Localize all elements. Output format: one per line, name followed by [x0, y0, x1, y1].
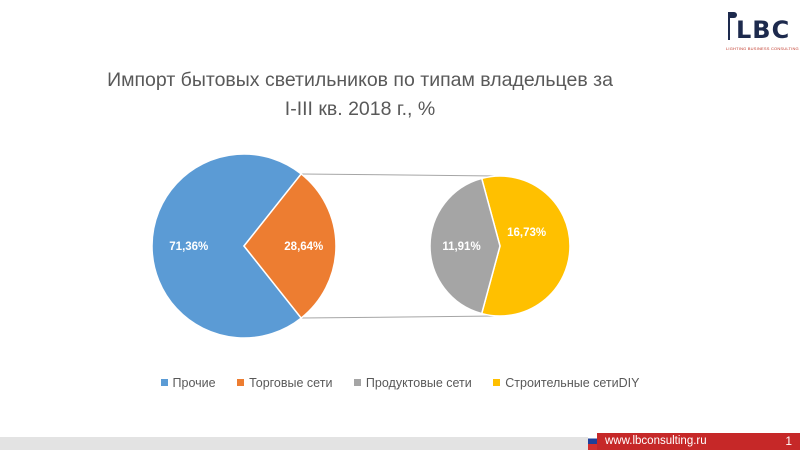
connector-line-top: [301, 173, 497, 177]
logo-tagline: LIGHTING BUSINESS CONSULTING: [726, 46, 799, 51]
legend-item-prochie: Прочие: [160, 376, 216, 390]
pie-slice-produktovye-seti: [429, 177, 501, 315]
chart-title-line-2: I-III кв. 2018 г., %: [284, 98, 436, 120]
chart-legend: Прочие Торговые сети Продуктовые сети Ст…: [0, 376, 800, 390]
connector-line-bottom: [301, 315, 497, 319]
legend-item-stroitelnye-seti-diy: Строительные сетиDIY: [493, 376, 639, 390]
legend-label: Строительные сетиDIY: [505, 376, 640, 390]
website-link[interactable]: www.lbconsulting.ru: [605, 435, 707, 447]
legend-label: Торговые сети: [249, 376, 333, 390]
legend-item-produktovye-seti: Продуктовые сети: [353, 376, 472, 390]
legend-label: Продуктовые сети: [365, 376, 472, 390]
logo-text: LBC: [736, 16, 791, 44]
legend-swatch: [160, 379, 168, 386]
legend-swatch: [493, 379, 501, 386]
chart-title-line-1: Импорт бытовых светильников по типам вла…: [107, 69, 613, 91]
footer-url-block: www.lbconsulting.ru 1: [597, 433, 800, 450]
data-label-stroitelnye-seti-diy: 16,73%: [507, 227, 546, 239]
data-label-prochie: 71,36%: [169, 241, 208, 253]
pie-of-pie-chart: 71,36% 28,64% 16,73% 11,91%: [151, 153, 571, 339]
company-logo: LBC LIGHTING BUSINESS CONSULTING: [722, 10, 799, 56]
slide-footer: www.lbconsulting.ru 1: [0, 433, 800, 450]
pie-slice-prochie: [151, 153, 303, 339]
legend-label: Прочие: [172, 376, 216, 390]
data-label-torgovye-seti: 28,64%: [284, 241, 323, 253]
legend-item-torgovye-seti: Торговые сети: [237, 376, 332, 390]
pie-slice-stroitelnye-seti-diy: [480, 175, 571, 317]
chart-title: Импорт бытовых светильников по типам вла…: [60, 66, 660, 124]
russian-flag-icon: [588, 433, 597, 450]
page-number: 1: [785, 434, 792, 448]
data-label-produktovye-seti: 11,91%: [442, 241, 480, 253]
legend-swatch: [237, 379, 245, 386]
legend-swatch: [353, 379, 361, 386]
pie-slice-torgovye-seti: [243, 172, 337, 320]
lamp-icon: [728, 12, 738, 40]
